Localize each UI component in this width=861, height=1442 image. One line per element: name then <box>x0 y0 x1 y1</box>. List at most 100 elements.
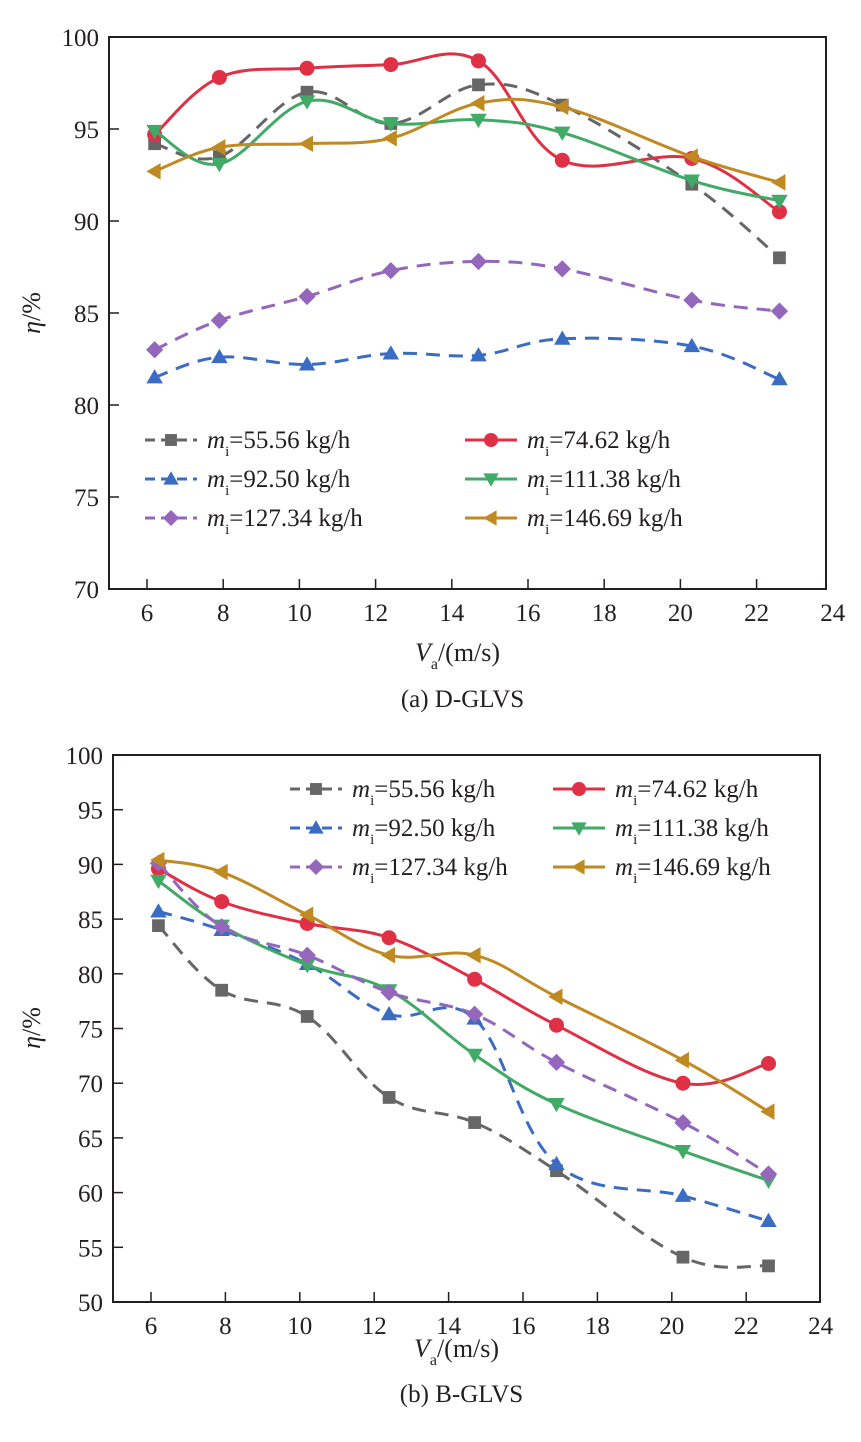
series-line <box>154 336 780 381</box>
series-line <box>154 97 780 184</box>
legend-symbol: m <box>615 815 633 842</box>
legend-diamond-icon <box>307 858 325 876</box>
data-point-triangle-down <box>150 874 167 890</box>
data-point-diamond <box>145 341 164 359</box>
series-111-38-kg-h <box>146 95 788 210</box>
x-tick-label: 14 <box>436 1313 462 1340</box>
legend-label: mi=146.69 kg/h <box>615 854 771 887</box>
legend-value: =92.50 kg/h <box>374 815 496 842</box>
legend-item: mi=92.50 kg/h <box>145 466 351 499</box>
legend-subscript: i <box>225 522 229 538</box>
data-point-circle <box>467 971 483 987</box>
y-axis-label-symbol: η <box>17 321 46 334</box>
x-axis-label-subscript: a <box>431 656 438 673</box>
x-axis-label: Va/(m/s) <box>414 1334 499 1369</box>
series-line <box>158 858 770 1113</box>
data-point-triangle-left <box>683 148 698 165</box>
data-point-triangle-down <box>674 1145 692 1160</box>
y-axis-label-symbol: η <box>17 1036 46 1049</box>
y-tick-label: 65 <box>78 1126 103 1153</box>
y-tick-label: 55 <box>78 1235 103 1262</box>
data-point-circle <box>470 53 486 69</box>
x-axis-label-subscript: a <box>430 1352 437 1369</box>
data-point-triangle-left <box>213 863 228 881</box>
x-tick-label: 8 <box>217 600 230 627</box>
data-point-square <box>215 983 229 997</box>
data-point-triangle-left <box>771 174 786 191</box>
data-point-triangle-down <box>771 194 788 210</box>
legend-subscript: i <box>545 522 549 538</box>
data-point-triangle-left <box>211 139 226 156</box>
data-point-triangle-left <box>298 135 314 152</box>
y-axis-label: η/% <box>17 292 46 334</box>
y-axis-label: η/% <box>17 1007 46 1049</box>
data-point-triangle-up <box>771 370 788 386</box>
legend-square-icon <box>310 783 322 795</box>
data-point-triangle-left <box>760 1103 775 1120</box>
x-tick-label: 10 <box>287 1313 312 1340</box>
data-point-triangle-up <box>298 356 316 371</box>
legend-subscript: i <box>225 444 229 460</box>
data-point-circle <box>214 894 230 910</box>
y-tick-label: 80 <box>74 393 99 420</box>
x-axis-label-unit: /(m/s) <box>437 1334 499 1363</box>
series-92-50-kg-h <box>150 903 777 1228</box>
x-tick-label: 6 <box>145 1313 158 1340</box>
data-point-square <box>300 85 314 99</box>
legend-value: =74.62 kg/h <box>549 427 671 454</box>
y-tick-label: 100 <box>66 743 104 770</box>
x-tick-label: 12 <box>362 1313 387 1340</box>
chart-a-d-glvs: 70 75 80 85 90 95 100 6 8 10 12 14 16 18 20 22 24 Va/(m/s… <box>17 25 846 713</box>
data-point-square <box>382 1091 396 1104</box>
chart-caption: (b) B-GLVS <box>400 1381 523 1408</box>
x-tick-label: 18 <box>592 600 617 627</box>
data-point-circle <box>381 930 397 946</box>
data-point-triangle-up <box>470 347 487 362</box>
x-axis-label-unit: /(m/s) <box>438 638 500 667</box>
legend-item: mi=92.50 kg/h <box>290 815 496 848</box>
legend-triangle-down-icon <box>483 473 499 487</box>
legend-label: mi=111.38 kg/h <box>615 815 769 848</box>
y-tick-label: 70 <box>78 1071 103 1098</box>
data-point-diamond <box>298 287 316 306</box>
legend-triangle-left-icon <box>571 859 585 875</box>
data-point-circle <box>554 152 570 168</box>
data-point-triangle-left <box>466 946 481 964</box>
legend-symbol: m <box>615 854 633 881</box>
legend-symbol: m <box>352 815 370 842</box>
data-point-square <box>762 1259 775 1273</box>
legend-value: =146.69 kg/h <box>637 854 771 881</box>
x-axis-label: Va/(m/s) <box>415 638 500 673</box>
data-point-triangle-left <box>150 851 165 869</box>
x-tick-label: 18 <box>585 1313 610 1340</box>
legend-symbol: m <box>527 427 545 454</box>
legend-value: =146.69 kg/h <box>549 505 683 532</box>
data-point-triangle-up <box>150 903 167 918</box>
data-point-diamond <box>466 1005 484 1023</box>
legend-label: mi=55.56 kg/h <box>352 776 496 809</box>
y-tick-label: 85 <box>74 301 99 328</box>
data-point-diamond <box>382 262 400 280</box>
data-point-triangle-up <box>760 1212 777 1228</box>
data-point-triangle-down <box>382 117 400 132</box>
data-point-triangle-left <box>382 129 397 147</box>
data-point-triangle-up <box>674 1187 692 1202</box>
series-line <box>157 879 770 1182</box>
data-point-triangle-down <box>298 959 316 974</box>
legend-item: mi=127.34 kg/h <box>290 854 508 887</box>
data-point-diamond <box>380 983 398 1002</box>
x-tick-label: 16 <box>511 1313 536 1340</box>
legend-label: mi=92.50 kg/h <box>207 466 351 499</box>
legend-triangle-left-icon <box>483 510 497 526</box>
legend-subscript: i <box>225 483 229 499</box>
legend-value: =55.56 kg/h <box>374 776 496 803</box>
data-point-circle <box>383 57 399 73</box>
data-point-triangle-down <box>298 95 316 110</box>
legend-triangle-up-icon <box>163 471 179 485</box>
data-point-diamond <box>210 311 229 329</box>
data-point-diamond <box>469 252 488 271</box>
legend-circle-icon <box>484 433 498 447</box>
x-axis-label-symbol: V <box>414 1334 433 1363</box>
y-tick-label: 75 <box>78 1017 103 1044</box>
data-point-triangle-up <box>382 345 400 360</box>
